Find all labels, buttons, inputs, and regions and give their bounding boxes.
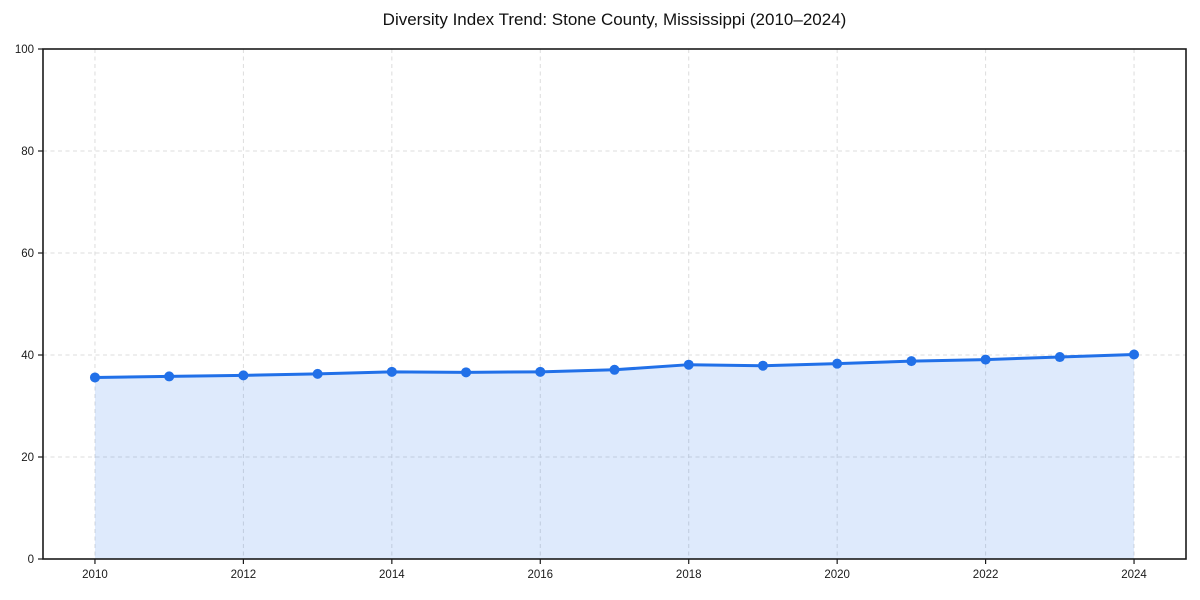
y-axis: 0 20 40 60 80 100 [15,44,43,566]
data-point [461,367,472,378]
data-point [757,360,768,371]
x-tick-label: 2018 [676,569,702,581]
data-point [609,364,620,375]
data-point [238,370,249,381]
data-point [386,366,397,377]
x-tick-label: 2010 [82,569,108,581]
data-point [1054,352,1065,363]
data-point [312,368,323,379]
chart-title: Diversity Index Trend: Stone County, Mis… [382,10,847,29]
data-point [832,358,843,369]
x-axis: 2010 2012 2014 2016 2018 2020 2022 2024 [82,559,1147,581]
x-tick-label: 2024 [1121,569,1147,581]
y-tick-label: 0 [28,554,34,566]
data-point [980,354,991,365]
x-tick-label: 2020 [824,569,850,581]
data-point [89,372,100,383]
y-tick-label: 60 [21,248,34,260]
data-point [535,366,546,377]
data-points [89,349,1140,383]
x-tick-label: 2014 [379,569,405,581]
y-tick-label: 20 [21,452,34,464]
data-point [683,359,694,370]
area-fill [94,354,1135,559]
plot-border [42,48,1187,560]
y-tick-label: 100 [15,44,34,56]
y-tick-label: 40 [21,350,34,362]
x-tick-label: 2016 [527,569,553,581]
data-point [906,356,917,367]
x-tick-label: 2012 [231,569,257,581]
data-point [164,371,175,382]
data-point [1129,349,1140,360]
x-tick-label: 2022 [973,569,999,581]
y-tick-label: 80 [21,146,34,158]
